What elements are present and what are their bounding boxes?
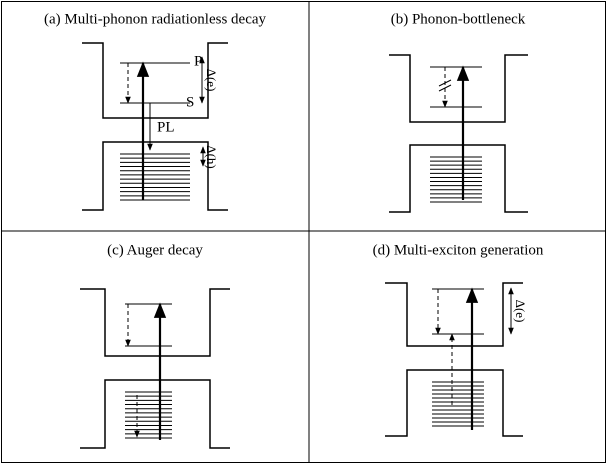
panel-title: (d) Multi-exciton generation bbox=[373, 242, 544, 258]
level-label: S bbox=[186, 94, 194, 110]
panel-title: (b) Phonon-bottleneck bbox=[391, 11, 526, 27]
pl-label: PL bbox=[157, 119, 175, 135]
conduction-band bbox=[389, 54, 528, 123]
conduction-band bbox=[385, 282, 523, 347]
delta-label: Δ(e) bbox=[513, 300, 528, 323]
valence-band bbox=[389, 144, 528, 213]
delta-label: Δ(h) bbox=[204, 145, 219, 169]
conduction-band bbox=[82, 42, 228, 119]
valence-band bbox=[385, 369, 523, 437]
delta-label: Δ(e) bbox=[204, 69, 219, 92]
break-mark bbox=[438, 79, 452, 87]
panel-title: (a) Multi-phonon radiationless decay bbox=[44, 11, 267, 27]
level-label: P bbox=[194, 53, 202, 69]
conduction-band bbox=[80, 288, 230, 357]
valence-band bbox=[82, 141, 228, 211]
break-mark bbox=[438, 84, 452, 92]
valence-band bbox=[80, 379, 230, 449]
panel-title: (c) Auger decay bbox=[107, 242, 203, 258]
